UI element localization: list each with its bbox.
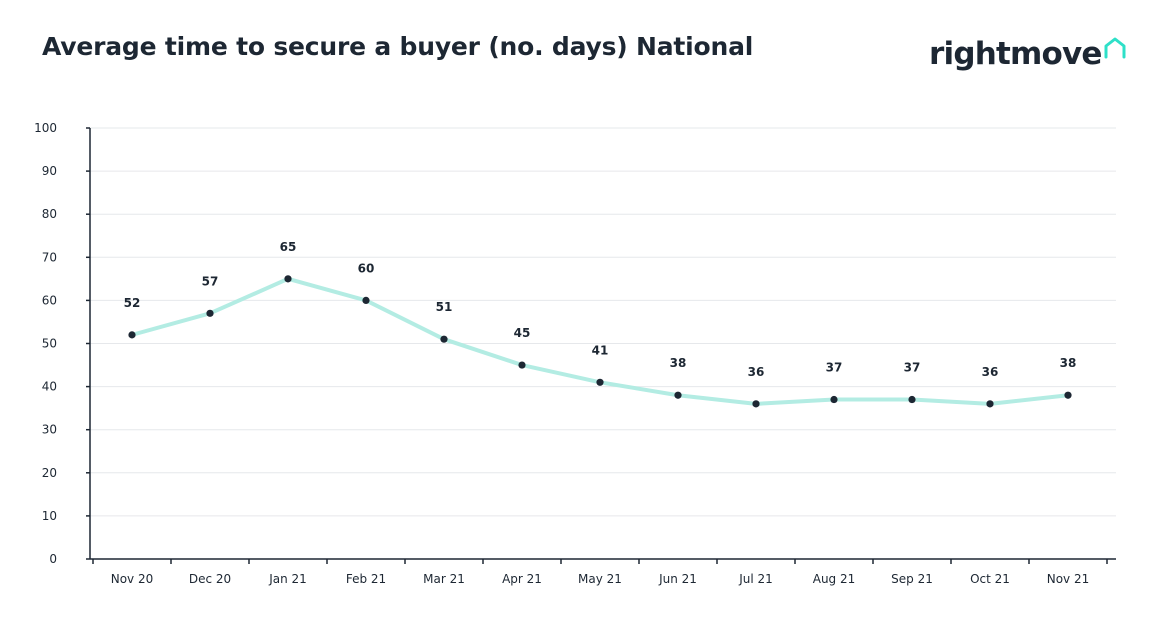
- y-tick-label: 100: [34, 121, 57, 135]
- data-label: 36: [982, 365, 999, 379]
- x-tick-label: Dec 20: [189, 572, 231, 586]
- x-tick-label: Jan 21: [268, 572, 307, 586]
- y-tick-label: 50: [42, 337, 57, 351]
- data-label: 36: [748, 365, 765, 379]
- y-tick-label: 80: [42, 207, 57, 221]
- data-point: [830, 395, 838, 404]
- data-label: 38: [1060, 356, 1077, 370]
- data-point: [362, 296, 370, 304]
- x-tick-label: Mar 21: [423, 572, 465, 586]
- y-tick-label: 0: [49, 552, 57, 566]
- data-point: [1064, 391, 1072, 399]
- data-label: 51: [436, 300, 453, 314]
- x-tick-label: Jun 21: [658, 572, 697, 586]
- data-point: [908, 395, 916, 404]
- y-tick-label: 20: [42, 466, 57, 480]
- data-point: [674, 391, 682, 399]
- data-point: [206, 309, 214, 317]
- data-point: [752, 400, 760, 408]
- data-label: 45: [514, 326, 531, 340]
- data-label: 37: [904, 361, 921, 375]
- data-label: 65: [280, 240, 297, 254]
- x-tick-label: Feb 21: [346, 572, 386, 586]
- x-tick-label: Apr 21: [502, 572, 542, 586]
- y-tick-label: 40: [42, 380, 57, 394]
- x-tick-label: Nov 21: [1047, 572, 1090, 586]
- data-label: 41: [592, 343, 609, 357]
- chart-title: Average time to secure a buyer (no. days…: [42, 32, 754, 61]
- y-tick-label: 60: [42, 293, 57, 307]
- x-tick-label: Jul 21: [738, 572, 773, 586]
- x-tick-label: May 21: [578, 572, 622, 586]
- rightmove-logo: rightmove: [929, 34, 1127, 74]
- x-tick-label: Oct 21: [970, 572, 1010, 586]
- x-tick-label: Aug 21: [813, 572, 856, 586]
- data-point: [440, 335, 448, 343]
- data-label: 57: [202, 274, 219, 288]
- data-label: 38: [670, 356, 687, 370]
- data-label: 52: [124, 296, 141, 310]
- y-tick-label: 30: [42, 423, 57, 437]
- data-point: [128, 331, 136, 339]
- brand-name: rightmove: [929, 36, 1102, 72]
- data-label: 37: [826, 361, 843, 375]
- data-point: [986, 400, 994, 408]
- x-tick-label: Sep 21: [891, 572, 933, 586]
- y-tick-label: 90: [42, 164, 57, 178]
- x-tick-label: Nov 20: [111, 572, 154, 586]
- house-outline-icon: [1103, 36, 1127, 64]
- y-tick-label: 70: [42, 250, 57, 264]
- y-tick-label: 10: [42, 509, 57, 523]
- data-label: 60: [358, 261, 375, 275]
- data-point: [284, 275, 292, 283]
- data-point: [596, 378, 604, 386]
- data-point: [518, 361, 526, 369]
